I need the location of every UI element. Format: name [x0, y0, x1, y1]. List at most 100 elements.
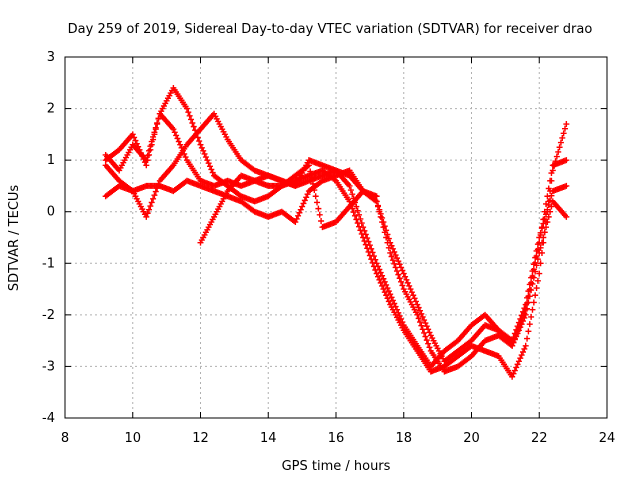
data-point [514, 361, 521, 368]
data-point [404, 279, 411, 286]
data-point [544, 219, 551, 226]
data-point [426, 329, 433, 336]
data-point [421, 317, 428, 324]
data-point [545, 185, 552, 192]
data-point [547, 177, 554, 184]
data-point [513, 331, 520, 338]
data-point [510, 339, 517, 346]
data-point [315, 205, 322, 212]
data-point [543, 200, 550, 207]
data-point [529, 273, 536, 280]
data-point [533, 253, 540, 260]
data-point [417, 319, 424, 326]
data-point [372, 266, 379, 273]
grid [65, 57, 607, 418]
data-point [391, 248, 398, 255]
x-tick-label: 10 [124, 431, 141, 446]
data-point [518, 317, 525, 324]
data-point [423, 323, 430, 330]
data-point [536, 249, 543, 256]
data-point [525, 328, 532, 335]
data-point [151, 129, 158, 136]
data-point [388, 294, 395, 301]
data-point [381, 278, 388, 285]
data-point [155, 181, 162, 188]
data-point [563, 157, 570, 164]
y-tick-label: -4 [42, 411, 55, 426]
data-point [312, 193, 319, 200]
data-point [534, 277, 541, 284]
data-point [407, 286, 414, 293]
data-point [515, 324, 522, 331]
data-point [396, 275, 403, 282]
data-point [186, 112, 193, 119]
data-point [356, 211, 363, 218]
data-point [391, 300, 398, 307]
data-point [383, 227, 390, 234]
data-point [545, 213, 552, 220]
data-point [557, 139, 564, 146]
data-point [296, 209, 303, 216]
data-point [398, 315, 405, 322]
data-point [188, 116, 195, 123]
data-point [357, 227, 364, 234]
data-point [154, 184, 161, 191]
data-point [519, 313, 526, 320]
data-point [537, 260, 544, 267]
data-point [555, 148, 562, 155]
data-point [525, 293, 532, 300]
data-point [391, 260, 398, 267]
data-point [388, 242, 395, 249]
y-ticks: -4 -3 -2 -1 0 1 2 3 [42, 50, 607, 426]
data-point [380, 286, 387, 293]
data-point [536, 270, 543, 277]
data-point [521, 310, 528, 317]
data-point [314, 199, 321, 206]
data-point [373, 198, 380, 205]
data-point [353, 216, 360, 223]
y-tick-label: 3 [47, 50, 55, 65]
data-point [198, 144, 205, 151]
data-point [522, 306, 529, 313]
data-point [377, 279, 384, 286]
data-point [143, 162, 150, 169]
x-tick-label: 16 [328, 431, 345, 446]
data-point [383, 281, 390, 288]
data-point [393, 268, 400, 275]
data-point [177, 141, 184, 148]
data-point [205, 160, 212, 167]
data-point [173, 132, 180, 139]
data-point [365, 248, 372, 255]
data-point [201, 150, 208, 157]
data-point [379, 272, 386, 279]
chart-title: Day 259 of 2019, Sidereal Day-to-day VTE… [68, 22, 593, 37]
data-point [396, 261, 403, 268]
data-point [422, 333, 429, 340]
data-point [311, 187, 318, 194]
data-point [131, 134, 138, 141]
x-tick-label: 24 [599, 431, 616, 446]
data-point [379, 282, 386, 289]
data-point [526, 321, 533, 328]
data-point [200, 147, 207, 154]
data-point [364, 245, 371, 252]
data-point [513, 364, 520, 371]
data-point [415, 304, 422, 311]
data-point [174, 135, 181, 142]
data-point [381, 289, 388, 296]
data-point [385, 298, 392, 305]
data-point [318, 217, 325, 224]
y-tick-label: 0 [47, 205, 55, 220]
data-point [295, 212, 302, 219]
data-point [412, 298, 419, 305]
data-point [354, 207, 361, 214]
data-point [418, 310, 425, 317]
data-point [369, 259, 376, 266]
data-point [189, 120, 196, 127]
data-point [185, 109, 192, 116]
data-point [522, 342, 529, 349]
data-point [399, 267, 406, 274]
data-point [519, 348, 526, 355]
data-point [293, 215, 300, 222]
data-point [530, 299, 537, 306]
